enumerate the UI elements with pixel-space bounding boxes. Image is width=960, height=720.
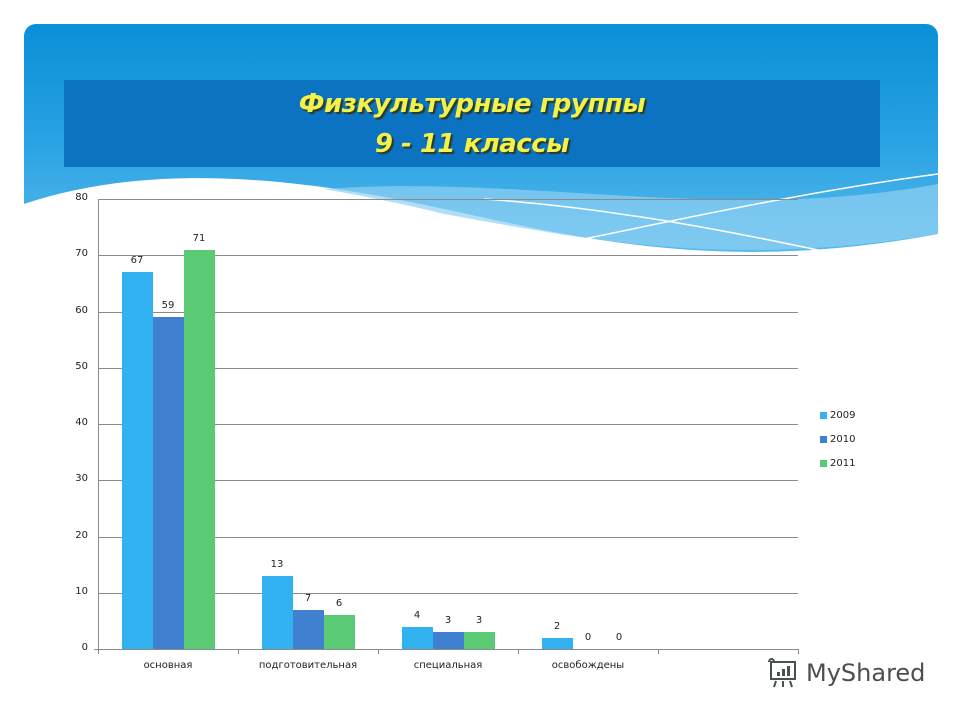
slide-subtitle: 9 - 11 классы — [374, 128, 570, 159]
y-tick-label: 50 — [75, 360, 88, 372]
bar-2010 — [152, 317, 184, 649]
gridline — [98, 311, 798, 313]
legend-swatch — [820, 435, 827, 443]
bar-2009 — [401, 626, 433, 649]
y-tick-label: 80 — [75, 192, 88, 203]
bar-2009 — [261, 575, 293, 649]
gridline — [98, 480, 798, 482]
data-label: 67 — [130, 255, 144, 267]
y-tick-label: 40 — [75, 417, 88, 428]
y-tick-label: 20 — [75, 529, 88, 541]
x-tick-mark — [798, 649, 799, 654]
data-label: 6 — [335, 598, 343, 610]
wave-decoration — [24, 173, 938, 294]
data-label: 2 — [553, 620, 561, 632]
chart-legend: 2009 2010 2011 — [820, 403, 855, 475]
x-axis — [94, 649, 799, 650]
legend-swatch — [820, 459, 827, 467]
y-tick-label: 10 — [75, 585, 88, 597]
bar-2011 — [183, 249, 215, 649]
title-band: Физкультурные группы 9 - 11 классы — [64, 80, 880, 167]
bar-2009 — [121, 272, 153, 649]
x-tick-mark — [658, 649, 659, 654]
data-label: 71 — [192, 232, 206, 244]
data-label: 0 — [615, 632, 623, 643]
data-label: 13 — [270, 558, 284, 570]
x-tick-mark — [518, 649, 519, 654]
x-tick-mark — [378, 649, 379, 654]
bar-2010 — [292, 609, 324, 649]
x-category-label: подготовительная — [258, 660, 358, 671]
legend-label: 2010 — [830, 433, 856, 445]
gridline — [98, 424, 798, 425]
gridline — [98, 592, 798, 594]
gridline — [98, 367, 798, 369]
gridline — [98, 536, 798, 538]
bar-2010 — [432, 632, 464, 649]
watermark-text: MyShared — [806, 659, 926, 687]
data-label: 59 — [161, 300, 175, 312]
y-tick-label: 60 — [75, 304, 88, 316]
y-tick-label: 0 — [81, 642, 88, 653]
y-tick-label: 30 — [75, 473, 88, 485]
data-label: 3 — [475, 615, 483, 627]
x-category-label: освобождены — [551, 660, 625, 671]
x-tick-mark — [98, 649, 99, 654]
bar-2011 — [463, 632, 495, 649]
gridline — [98, 255, 798, 257]
slide-title: Физкультурные группы — [298, 88, 646, 119]
gridline — [98, 199, 798, 200]
bar-2009 — [541, 637, 573, 649]
x-category-label: основная — [143, 660, 193, 671]
x-category-label: специальная — [413, 660, 483, 671]
legend-label: 2011 — [830, 457, 856, 469]
presentation-logo-icon — [768, 658, 796, 688]
data-label: 7 — [304, 592, 312, 604]
data-label: 0 — [584, 632, 592, 643]
bar-2011 — [323, 615, 355, 649]
y-tick-label: 70 — [75, 248, 88, 260]
legend-item-2010: 2010 — [820, 427, 855, 451]
data-label: 3 — [444, 615, 452, 627]
x-tick-mark — [238, 649, 239, 654]
legend-swatch — [820, 411, 827, 419]
legend-item-2009: 2009 — [820, 403, 855, 427]
legend-label: 2009 — [830, 409, 856, 421]
data-label: 4 — [413, 609, 421, 621]
legend-item-2011: 2011 — [820, 451, 855, 475]
watermark: MyShared — [766, 656, 925, 690]
